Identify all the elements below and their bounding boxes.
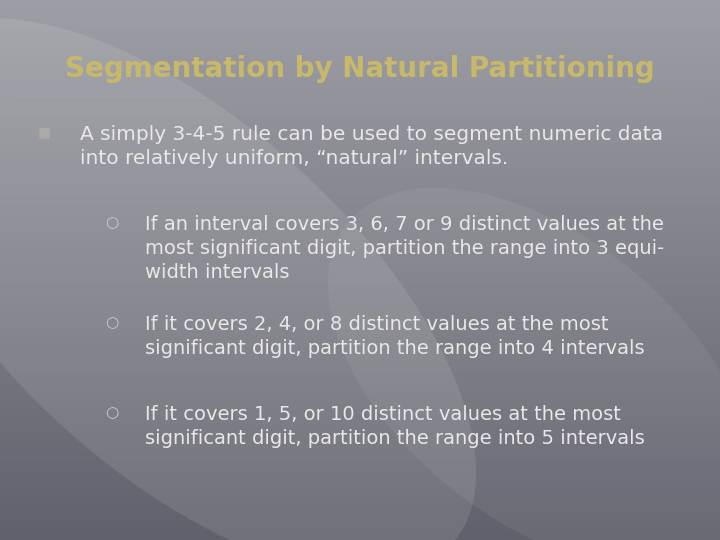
Text: ■: ■ — [38, 125, 51, 139]
Ellipse shape — [0, 18, 476, 540]
Text: ○: ○ — [105, 315, 118, 330]
Ellipse shape — [328, 188, 720, 540]
Text: ○: ○ — [105, 405, 118, 420]
Text: If it covers 1, 5, or 10 distinct values at the most
significant digit, partitio: If it covers 1, 5, or 10 distinct values… — [145, 405, 644, 448]
Text: If an interval covers 3, 6, 7 or 9 distinct values at the
most significant digit: If an interval covers 3, 6, 7 or 9 disti… — [145, 215, 665, 282]
Text: If it covers 2, 4, or 8 distinct values at the most
significant digit, partition: If it covers 2, 4, or 8 distinct values … — [145, 315, 644, 358]
Text: A simply 3-4-5 rule can be used to segment numeric data
into relatively uniform,: A simply 3-4-5 rule can be used to segme… — [80, 125, 663, 168]
Text: ○: ○ — [105, 215, 118, 230]
Text: Segmentation by Natural Partitioning: Segmentation by Natural Partitioning — [65, 55, 655, 83]
